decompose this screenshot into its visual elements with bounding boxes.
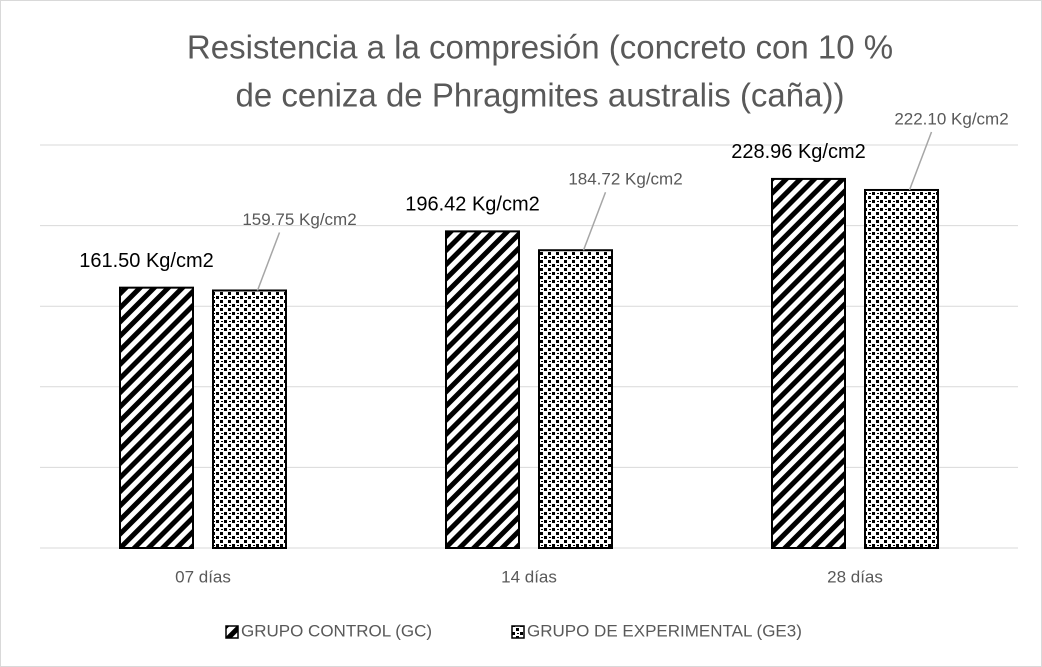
bar: [445, 230, 520, 549]
data-label: 228.96 Kg/cm2: [731, 141, 866, 163]
data-label: 222.10 Kg/cm2: [894, 109, 1008, 128]
bar: [212, 289, 287, 549]
leader-line: [256, 232, 281, 291]
legend-swatch: [511, 625, 525, 639]
leader-line: [582, 191, 607, 251]
bar: [864, 188, 939, 549]
x-tick-label: 28 días: [827, 567, 883, 586]
leader-line: [908, 131, 933, 191]
bar: [538, 249, 613, 549]
legend-label: GRUPO CONTROL (GC): [241, 621, 432, 640]
chart-title: de ceniza de Phragmites australis (caña)…: [236, 77, 845, 114]
data-label: 196.42 Kg/cm2: [405, 194, 540, 216]
data-label: 159.75 Kg/cm2: [242, 210, 356, 229]
x-tick-label: 07 días: [175, 567, 231, 586]
legend-swatch: [225, 625, 239, 639]
chart-title: Resistencia a la compresión (concreto co…: [187, 29, 893, 66]
data-label: 161.50 Kg/cm2: [79, 250, 214, 272]
legend-label: GRUPO DE EXPERIMENTAL (GE3): [527, 621, 802, 640]
data-label: 184.72 Kg/cm2: [568, 170, 682, 189]
bar: [119, 286, 194, 549]
x-tick-label: 14 días: [501, 567, 557, 586]
bar: [771, 177, 846, 549]
